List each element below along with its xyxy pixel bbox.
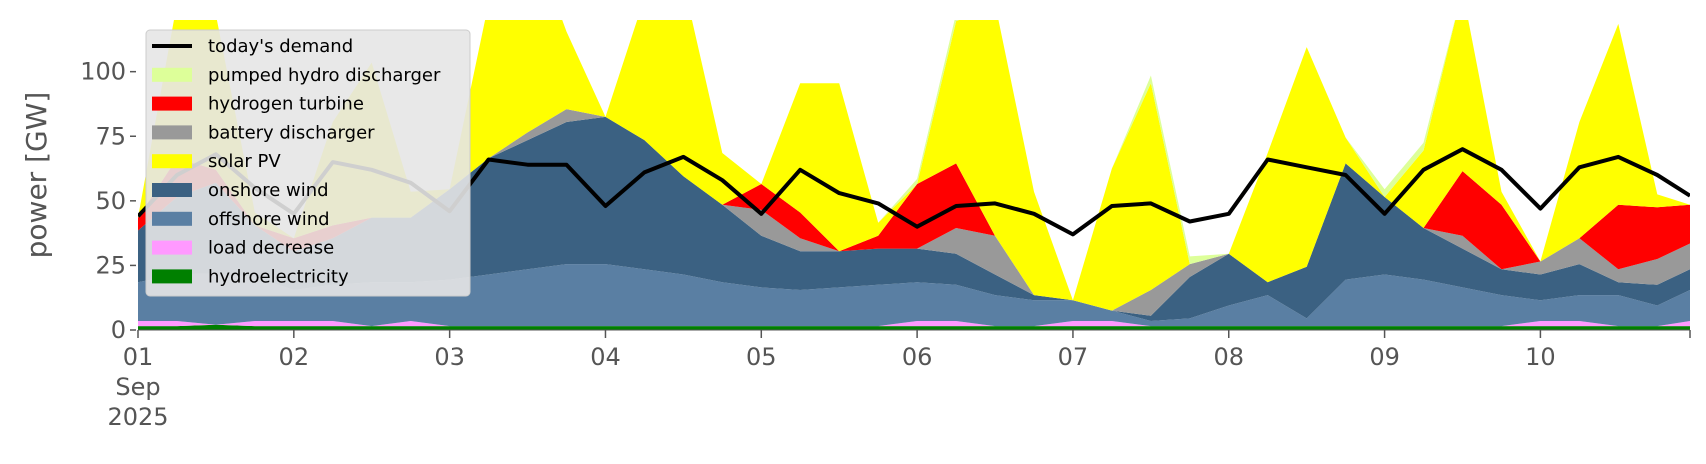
legend-box <box>145 29 471 297</box>
legend-label-solar-pv: solar PV <box>208 151 281 172</box>
area-load-decrease <box>138 321 1690 327</box>
legend-swatch-hydroelectricity <box>152 269 192 284</box>
y-tick-label: 50 <box>95 187 126 215</box>
y-tick-label: 0 <box>111 316 126 344</box>
legend-label-hydroelectricity: hydroelectricity <box>208 266 349 287</box>
legend-swatch-onshore-wind <box>152 183 192 197</box>
legend-label-load-decrease: load decrease <box>208 238 334 259</box>
legend-swatch-pumped-hydro-discharger <box>152 67 192 82</box>
x-tick-label: 06 <box>902 343 933 371</box>
area-hydroelectricity <box>138 324 1690 330</box>
x-tick-label: 10 <box>1525 343 1556 371</box>
area-offshore-wind <box>138 264 1690 327</box>
x-tick-label: 07 <box>1058 343 1089 371</box>
legend-label-pumped-hydro-discharger: pumped hydro discharger <box>208 65 441 86</box>
y-axis-label: power [GW] <box>20 92 53 259</box>
legend-label-today-s-demand: today's demand <box>208 36 353 57</box>
y-tick-label: 100 <box>80 58 126 86</box>
legend-swatch-solar-pv <box>152 154 192 169</box>
legend-swatch-offshore-wind <box>152 211 192 226</box>
y-tick-label: 75 <box>95 122 126 150</box>
legend-swatch-hydrogen-turbine <box>152 96 192 111</box>
x-tick-label: Sep <box>115 373 160 401</box>
x-tick-label: 2025 <box>107 403 168 431</box>
x-tick-label: 05 <box>746 343 777 371</box>
x-tick-label: 01 <box>123 343 154 371</box>
x-tick-label: 08 <box>1213 343 1244 371</box>
legend-label-battery-discharger: battery discharger <box>208 122 375 143</box>
x-tick-label: 02 <box>279 343 310 371</box>
y-tick-label: 25 <box>95 251 126 279</box>
legend-label-onshore-wind: onshore wind <box>208 180 329 201</box>
legend-label-offshore-wind: offshore wind <box>208 209 330 230</box>
x-tick-label: 03 <box>434 343 465 371</box>
area-onshore-wind <box>138 116 1690 322</box>
legend: today's demand pumped hydro discharger hyd… <box>145 29 471 297</box>
area-solar-pv <box>138 20 1690 311</box>
area-hydrogen-turbine <box>138 109 1690 311</box>
legend-swatch-battery-discharger <box>152 125 192 140</box>
x-tick-label: 04 <box>590 343 621 371</box>
stacked-areas <box>138 20 1690 330</box>
legend-label-hydrogen-turbine: hydrogen turbine <box>208 94 364 115</box>
legend-swatch-load-decrease <box>152 240 192 255</box>
x-tick-label: 09 <box>1369 343 1400 371</box>
